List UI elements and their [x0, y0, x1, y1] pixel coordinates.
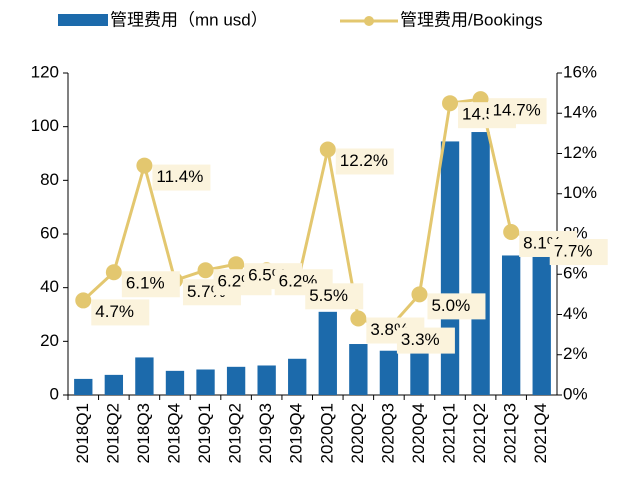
line — [82, 97, 543, 331]
y-tick-label: 0 — [50, 384, 59, 403]
line-point — [136, 157, 153, 174]
y2-tick-label: 12% — [563, 143, 597, 162]
data-label-box — [152, 164, 211, 191]
x-tick-label: 2020Q3 — [378, 403, 397, 464]
x-tick-label: 2021Q4 — [531, 403, 550, 464]
y2-tick-label: 10% — [563, 183, 597, 202]
bar — [501, 255, 521, 395]
x-tick-label: 2020Q2 — [348, 403, 367, 464]
x-tick-label: 2021Q2 — [470, 403, 489, 464]
bar — [196, 369, 215, 395]
line-point — [442, 95, 459, 112]
x-tick-label: 2019Q1 — [195, 403, 214, 464]
y2-tick-label: 14% — [563, 103, 597, 122]
y-tick-label: 60 — [40, 223, 59, 242]
bar — [349, 344, 368, 395]
bar — [257, 365, 276, 395]
data-label-box — [488, 98, 547, 125]
y-tick-label: 80 — [40, 170, 59, 189]
data-label-box — [396, 327, 455, 354]
x-tick-label: 2018Q3 — [134, 403, 153, 464]
x-tick-label: 2021Q3 — [501, 403, 520, 464]
data-label: 5.0% — [431, 296, 470, 315]
bar — [410, 344, 429, 395]
line-point — [503, 223, 520, 240]
data-label: 11.4% — [156, 167, 203, 186]
x-tick-label: 2018Q4 — [164, 403, 183, 464]
bar — [532, 244, 551, 395]
line-point — [319, 141, 336, 158]
bar — [135, 357, 154, 395]
y-tick-label: 20 — [40, 331, 59, 350]
bar — [226, 366, 246, 395]
line-point — [411, 286, 428, 303]
x-tick-label: 2020Q4 — [409, 403, 428, 464]
data-label: 6.1% — [126, 274, 165, 293]
bar — [379, 350, 399, 395]
line-point — [75, 292, 92, 309]
legend-label: 管理费用（mn usd） — [110, 10, 268, 29]
legend-label: 管理费用/Bookings — [400, 10, 543, 29]
line-point — [105, 264, 122, 281]
x-tick-label: 2019Q3 — [256, 403, 275, 464]
data-label-box — [91, 299, 150, 326]
bar — [288, 358, 307, 395]
x-tick-label: 2019Q4 — [287, 403, 306, 464]
y2-tick-label: 6% — [563, 264, 588, 283]
data-label: 7.7% — [554, 242, 593, 261]
bar — [318, 311, 337, 395]
line-point — [350, 310, 367, 327]
data-label: 3.3% — [401, 330, 440, 349]
y2-tick-label: 0% — [563, 384, 588, 403]
data-label-box — [335, 148, 394, 175]
data-label: 12.2% — [340, 151, 388, 170]
bar — [165, 370, 185, 395]
line-point — [197, 262, 214, 279]
bar — [104, 374, 124, 395]
data-label: 4.7% — [95, 302, 134, 321]
x-tick-label: 2021Q1 — [440, 403, 459, 464]
y-tick-label: 120 — [31, 62, 59, 81]
line-point — [228, 256, 245, 273]
bar — [74, 378, 93, 395]
x-tick-label: 2019Q2 — [226, 403, 245, 464]
data-label: 14.7% — [493, 101, 541, 120]
x-tick-label: 2018Q2 — [103, 403, 122, 464]
y-tick-label: 100 — [31, 116, 59, 135]
data-label: 5.5% — [309, 286, 348, 305]
legend-marker — [364, 16, 374, 26]
y2-tick-label: 16% — [563, 62, 597, 81]
x-tick-label: 2020Q1 — [317, 403, 336, 464]
data-label-box — [549, 239, 608, 266]
x-tick-label: 2018Q1 — [73, 403, 92, 464]
legend-swatch — [58, 14, 108, 26]
y2-tick-label: 2% — [563, 344, 588, 363]
y-tick-label: 40 — [40, 277, 59, 296]
bar — [440, 141, 460, 395]
data-label-box — [305, 283, 364, 310]
data-label-box — [121, 271, 180, 298]
bar — [471, 132, 490, 396]
y2-tick-label: 4% — [563, 304, 588, 323]
data-label-box — [427, 293, 486, 320]
